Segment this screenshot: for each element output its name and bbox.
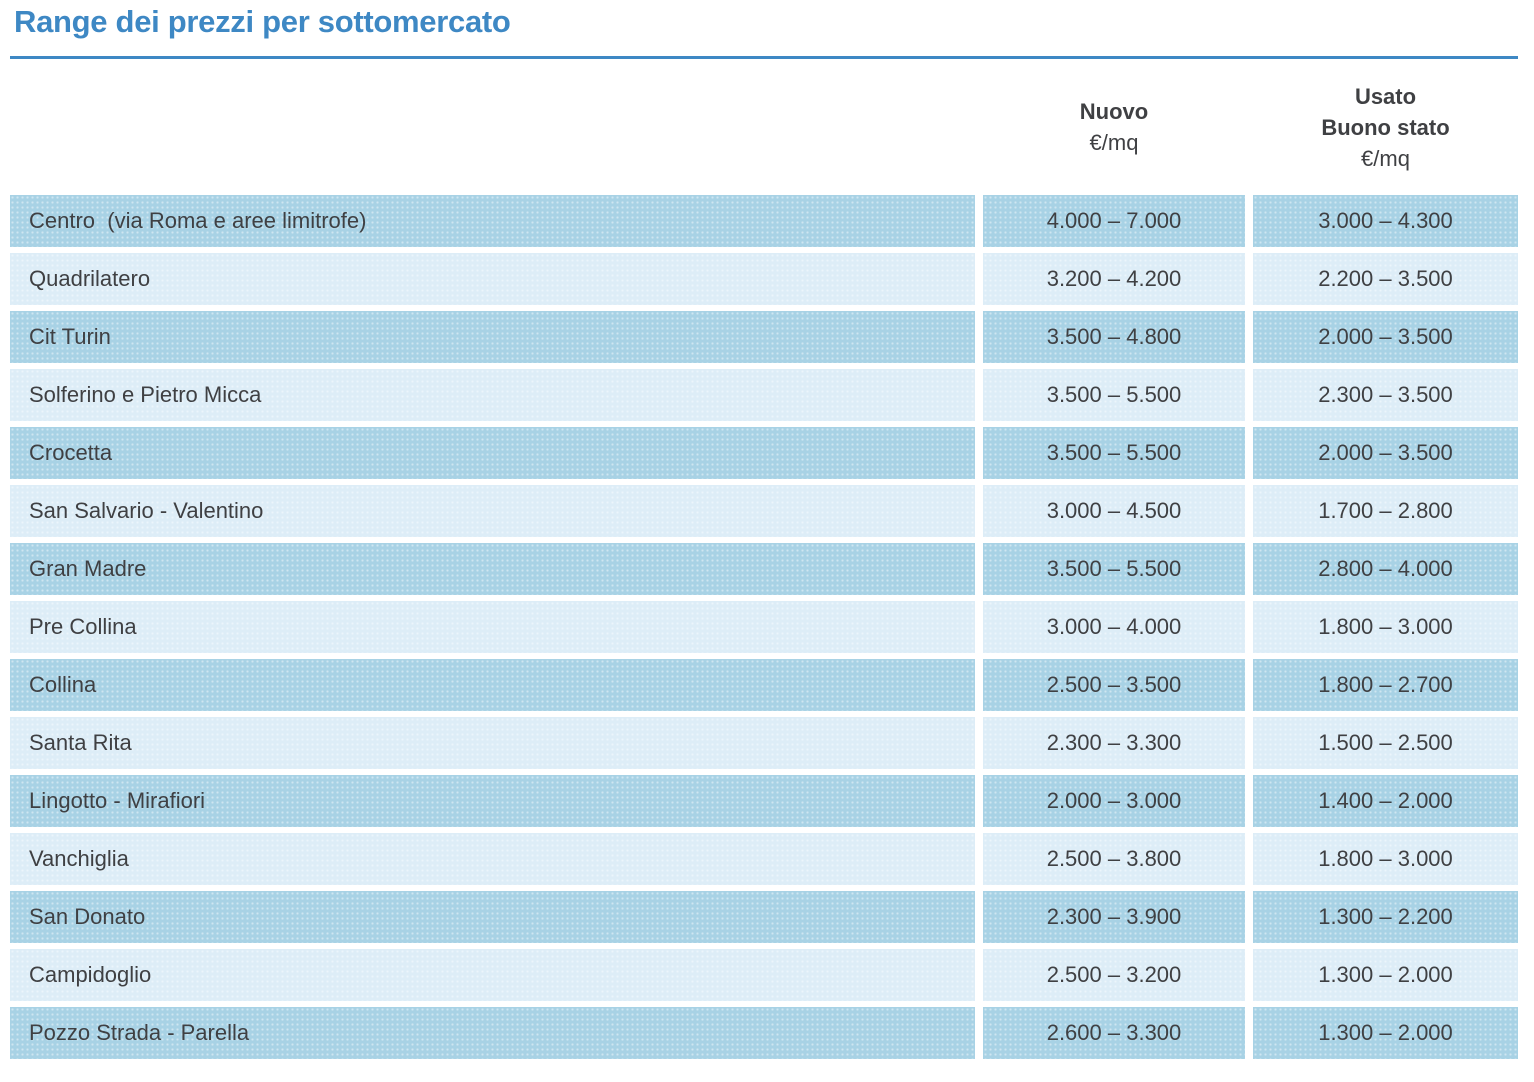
usato-price-range: 1.800 – 3.000: [1253, 833, 1518, 885]
table-row: Vanchiglia 2.500 – 3.800 1.800 – 3.000: [10, 833, 1518, 885]
submarket-name: Vanchiglia: [10, 833, 975, 885]
table-row: San Salvario - Valentino 3.000 – 4.500 1…: [10, 485, 1518, 537]
usato-price-range: 2.000 – 3.500: [1253, 427, 1518, 479]
nuovo-price-range: 4.000 – 7.000: [983, 195, 1245, 247]
submarket-name: Centro (via Roma e aree limitrofe): [10, 195, 975, 247]
nuovo-price-range: 2.300 – 3.300: [983, 717, 1245, 769]
column-header-nuovo-unit: €/mq: [1089, 130, 1139, 155]
table-row: Centro (via Roma e aree limitrofe) 4.000…: [10, 195, 1518, 247]
table-row: Campidoglio 2.500 – 3.200 1.300 – 2.000: [10, 949, 1518, 1001]
usato-price-range: 2.000 – 3.500: [1253, 311, 1518, 363]
price-table: Centro (via Roma e aree limitrofe) 4.000…: [10, 195, 1518, 1065]
column-header-usato-sublabel: Buono stato: [1321, 114, 1450, 140]
usato-price-range: 2.300 – 3.500: [1253, 369, 1518, 421]
usato-price-range: 1.300 – 2.000: [1253, 949, 1518, 1001]
submarket-name: Quadrilatero: [10, 253, 975, 305]
usato-price-range: 1.300 – 2.200: [1253, 891, 1518, 943]
nuovo-price-range: 3.200 – 4.200: [983, 253, 1245, 305]
usato-price-range: 2.200 – 3.500: [1253, 253, 1518, 305]
usato-price-range: 1.700 – 2.800: [1253, 485, 1518, 537]
usato-price-range: 1.800 – 3.000: [1253, 601, 1518, 653]
table-row: Santa Rita 2.300 – 3.300 1.500 – 2.500: [10, 717, 1518, 769]
submarket-name: Lingotto - Mirafiori: [10, 775, 975, 827]
column-header-usato-unit: €/mq: [1361, 145, 1410, 171]
submarket-name: Pozzo Strada - Parella: [10, 1007, 975, 1059]
page-title: Range dei prezzi per sottomercato: [14, 4, 511, 39]
title-underline: [10, 56, 1518, 59]
usato-price-range: 1.300 – 2.000: [1253, 1007, 1518, 1059]
column-header-nuovo-label: Nuovo: [1079, 99, 1149, 124]
column-header-nuovo: Nuovo €/mq: [983, 96, 1245, 158]
table-header: Nuovo €/mq Usato Buono stato €/mq: [10, 62, 1518, 192]
nuovo-price-range: 3.500 – 5.500: [983, 543, 1245, 595]
usato-price-range: 1.500 – 2.500: [1253, 717, 1518, 769]
table-row: Pozzo Strada - Parella 2.600 – 3.300 1.3…: [10, 1007, 1518, 1059]
nuovo-price-range: 2.000 – 3.000: [983, 775, 1245, 827]
nuovo-price-range: 3.500 – 5.500: [983, 369, 1245, 421]
submarket-name: Pre Collina: [10, 601, 975, 653]
submarket-name: Santa Rita: [10, 717, 975, 769]
usato-price-range: 2.800 – 4.000: [1253, 543, 1518, 595]
usato-price-range: 3.000 – 4.300: [1253, 195, 1518, 247]
nuovo-price-range: 2.500 – 3.500: [983, 659, 1245, 711]
nuovo-price-range: 3.500 – 4.800: [983, 311, 1245, 363]
submarket-name: Solferino e Pietro Micca: [10, 369, 975, 421]
submarket-name: San Donato: [10, 891, 975, 943]
nuovo-price-range: 3.500 – 5.500: [983, 427, 1245, 479]
submarket-name: Cit Turin: [10, 311, 975, 363]
column-header-usato-label: Usato: [1354, 83, 1417, 109]
usato-price-range: 1.800 – 2.700: [1253, 659, 1518, 711]
usato-price-range: 1.400 – 2.000: [1253, 775, 1518, 827]
submarket-name: Gran Madre: [10, 543, 975, 595]
submarket-name: San Salvario - Valentino: [10, 485, 975, 537]
table-row: San Donato 2.300 – 3.900 1.300 – 2.200: [10, 891, 1518, 943]
submarket-name: Campidoglio: [10, 949, 975, 1001]
submarket-name: Crocetta: [10, 427, 975, 479]
nuovo-price-range: 2.300 – 3.900: [983, 891, 1245, 943]
column-header-usato: Usato Buono stato €/mq: [1253, 81, 1518, 174]
nuovo-price-range: 3.000 – 4.000: [983, 601, 1245, 653]
table-row: Gran Madre 3.500 – 5.500 2.800 – 4.000: [10, 543, 1518, 595]
table-row: Cit Turin 3.500 – 4.800 2.000 – 3.500: [10, 311, 1518, 363]
table-row: Quadrilatero 3.200 – 4.200 2.200 – 3.500: [10, 253, 1518, 305]
nuovo-price-range: 2.600 – 3.300: [983, 1007, 1245, 1059]
nuovo-price-range: 3.000 – 4.500: [983, 485, 1245, 537]
table-row: Lingotto - Mirafiori 2.000 – 3.000 1.400…: [10, 775, 1518, 827]
table-row: Collina 2.500 – 3.500 1.800 – 2.700: [10, 659, 1518, 711]
nuovo-price-range: 2.500 – 3.800: [983, 833, 1245, 885]
nuovo-price-range: 2.500 – 3.200: [983, 949, 1245, 1001]
table-row: Solferino e Pietro Micca 3.500 – 5.500 2…: [10, 369, 1518, 421]
table-row: Crocetta 3.500 – 5.500 2.000 – 3.500: [10, 427, 1518, 479]
submarket-name: Collina: [10, 659, 975, 711]
table-row: Pre Collina 3.000 – 4.000 1.800 – 3.000: [10, 601, 1518, 653]
